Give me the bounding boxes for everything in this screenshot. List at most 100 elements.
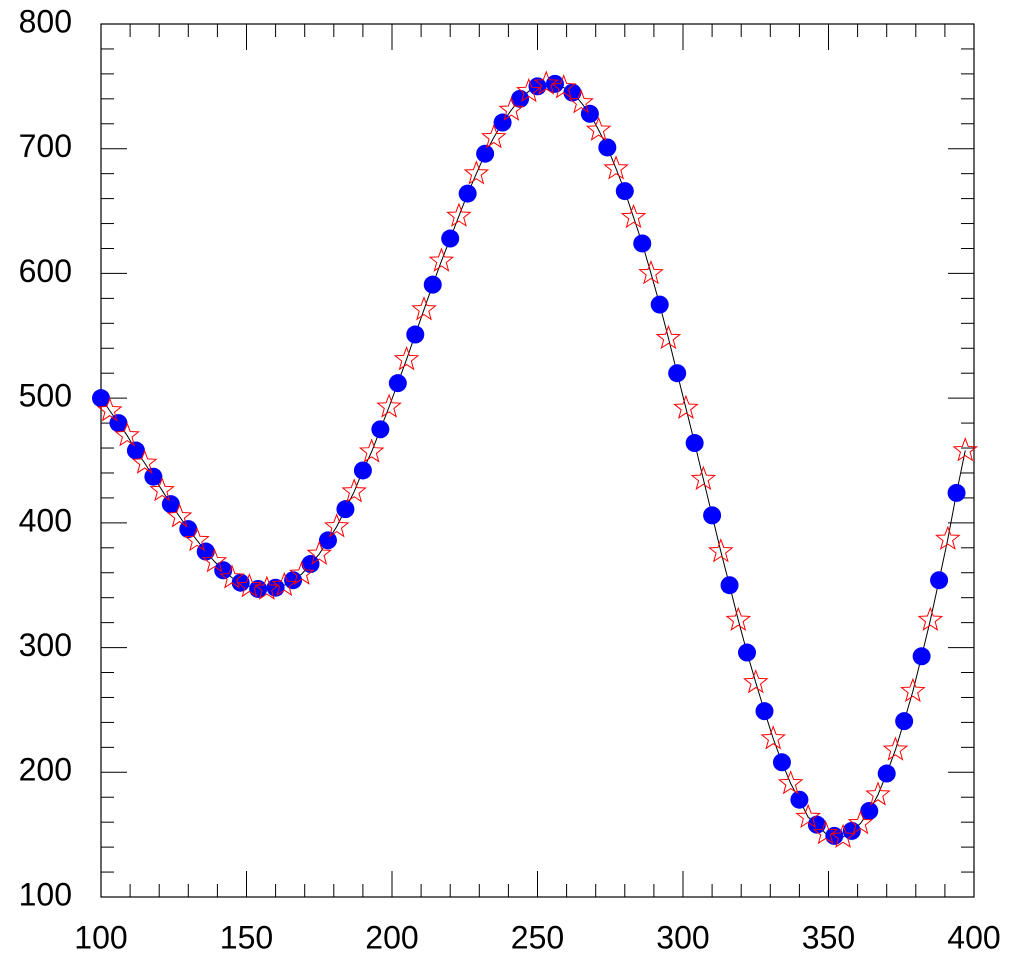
circle-marker	[755, 702, 774, 721]
circle-marker	[703, 506, 722, 525]
star-marker	[358, 438, 385, 463]
star-marker	[882, 736, 909, 761]
y-tick-label: 600	[19, 253, 72, 289]
circle-marker	[842, 821, 861, 840]
circle-marker	[912, 647, 931, 666]
star-marker	[725, 606, 752, 631]
star-marker	[935, 525, 961, 550]
circle-marker	[371, 420, 390, 439]
star-marker	[411, 296, 437, 321]
circle-marker	[633, 234, 652, 253]
y-tick-label: 700	[19, 128, 72, 164]
star-marker	[638, 260, 664, 285]
circle-marker	[196, 542, 215, 561]
star-marker	[96, 397, 123, 422]
circle-marker	[144, 467, 163, 486]
circle-marker	[92, 389, 110, 408]
circle-marker	[668, 364, 687, 383]
star-marker	[149, 477, 175, 502]
circle-marker	[301, 555, 320, 574]
star-marker	[289, 560, 315, 585]
star-marker	[481, 124, 507, 149]
y-tick-label: 300	[19, 627, 72, 663]
circle-marker	[860, 801, 879, 820]
circle-marker	[772, 753, 791, 772]
star-marker	[742, 669, 769, 694]
star-marker	[254, 575, 280, 600]
circle-marker	[336, 500, 355, 519]
star-marker	[463, 160, 490, 185]
circle-marker	[790, 790, 809, 809]
star-marker	[341, 478, 367, 503]
star-marker	[917, 606, 944, 631]
star-marker	[655, 324, 682, 350]
circle-marker	[406, 325, 425, 344]
star-marker	[306, 540, 333, 565]
star-marker	[900, 677, 926, 703]
circle-marker	[161, 495, 180, 514]
star-marker	[236, 573, 263, 598]
circle-marker	[930, 571, 949, 590]
circle-marker	[476, 144, 495, 163]
star-marker	[865, 781, 891, 806]
circle-marker	[458, 184, 477, 203]
star-marker	[620, 203, 647, 229]
circle-marker	[720, 576, 739, 595]
circle-marker	[423, 275, 442, 294]
star-marker	[323, 513, 350, 538]
y-tick-label: 100	[19, 876, 72, 912]
star-marker	[498, 96, 525, 121]
circle-marker	[598, 138, 617, 157]
star-marker	[376, 393, 402, 418]
star-marker	[708, 538, 734, 563]
star-marker	[393, 346, 420, 371]
y-tick-label: 200	[19, 752, 72, 788]
circle-marker	[126, 441, 145, 460]
star-marker	[690, 465, 717, 491]
star-marker	[847, 809, 874, 835]
star-marker	[533, 70, 560, 95]
x-tick-label: 100	[74, 919, 127, 955]
star-marker	[603, 155, 629, 180]
circle-marker	[528, 77, 547, 96]
star-marker	[271, 571, 298, 597]
star-marker	[184, 526, 210, 552]
star-marker	[812, 819, 839, 845]
circle-marker	[947, 483, 966, 502]
star-marker	[760, 725, 786, 750]
circle-marker	[877, 764, 896, 783]
plot-frame	[100, 23, 975, 898]
star-marker	[585, 116, 612, 141]
star-marker	[568, 89, 594, 114]
circle-marker	[214, 561, 233, 580]
circle-marker	[388, 374, 407, 393]
x-tick-label: 300	[656, 919, 709, 955]
star-marker	[219, 564, 245, 589]
star-marker	[515, 77, 542, 103]
circle-marker	[318, 531, 337, 550]
star-marker	[795, 803, 821, 829]
star-marker	[114, 422, 140, 447]
y-tick-label: 500	[19, 378, 72, 414]
star-marker	[166, 503, 193, 528]
circle-marker	[807, 815, 826, 834]
circle-marker	[353, 461, 372, 480]
curve-line	[100, 83, 966, 838]
y-tick-label: 800	[19, 3, 72, 39]
circle-marker	[284, 571, 303, 590]
x-tick-label: 350	[802, 919, 855, 955]
x-tick-label: 400	[947, 919, 1000, 955]
y-tick-label: 400	[19, 502, 72, 538]
x-tick-label: 150	[220, 919, 273, 955]
x-tick-label: 250	[511, 919, 564, 955]
circle-marker	[511, 89, 530, 108]
star-marker	[201, 548, 228, 573]
circle-marker	[895, 712, 914, 731]
circle-marker	[563, 83, 582, 102]
star-marker	[777, 770, 804, 795]
circle-marker	[738, 643, 757, 662]
star-marker	[673, 394, 699, 419]
x-tick-label: 200	[365, 919, 418, 955]
circle-marker	[441, 229, 460, 248]
